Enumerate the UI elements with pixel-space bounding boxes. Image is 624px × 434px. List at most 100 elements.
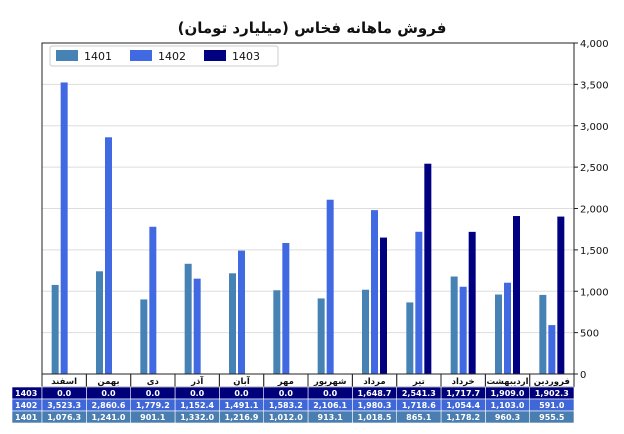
chart-title: فروش ماهانه فخاس (میلیارد تومان) [178, 19, 447, 37]
table-row-label: 1403 [15, 389, 37, 398]
bar-1402 [326, 199, 334, 374]
bar-1402 [504, 282, 511, 374]
data-label: 0.0 [57, 389, 72, 398]
bar-1402 [548, 325, 556, 374]
y-tick-label: 4,000 [580, 39, 609, 50]
data-label: 3,523.3 [47, 401, 81, 410]
data-label: 1,152.4 [180, 401, 214, 410]
x-tick-label: اردیبهشت [486, 377, 528, 387]
bar-1402 [193, 278, 201, 374]
bar-1402 [282, 242, 290, 374]
x-tick-label: مرداد [363, 377, 385, 387]
y-axis: 0 500 1,000 1,500 2,000 2,500 3,000 3,500 4,000 [574, 39, 609, 381]
data-label: 0.0 [279, 389, 294, 398]
data-label: 1,909.0 [491, 389, 525, 398]
x-tick-label: آبان [233, 375, 251, 387]
x-tick-label: آذر [190, 375, 204, 387]
y-tick-label: 3,000 [580, 122, 609, 133]
bar-1402 [149, 226, 157, 374]
data-label: 1,980.3 [358, 401, 392, 410]
data-label: 1,902.3 [535, 389, 569, 398]
data-label: 2,106.1 [313, 401, 347, 410]
bar-1401 [495, 294, 502, 374]
bar-1403 [424, 163, 432, 374]
data-label: 1,018.5 [358, 413, 392, 422]
y-tick-label: 500 [580, 329, 599, 340]
legend-label-1402: 1402 [158, 50, 186, 63]
x-tick-label: فروردین [534, 377, 570, 387]
bar-1401 [51, 284, 59, 374]
legend-swatch-1401 [56, 50, 78, 61]
data-label: 1,583.2 [269, 401, 303, 410]
data-label: 1,178.2 [446, 413, 480, 422]
legend: 1401 1402 1403 [49, 45, 279, 67]
data-label: 0.0 [323, 389, 338, 398]
x-tick-label: اسفند [51, 377, 77, 387]
bar-1402 [60, 82, 68, 374]
data-label: 1,012.0 [269, 413, 303, 422]
legend-label-1403: 1403 [232, 50, 260, 63]
y-tick-label: 0 [580, 370, 586, 381]
bar-1403 [380, 237, 387, 374]
bar-1402 [459, 286, 467, 374]
bar-1401 [406, 302, 414, 374]
x-tick-label: خرداد [452, 377, 475, 387]
data-label: 0.0 [101, 389, 116, 398]
data-label: 1,491.1 [225, 401, 259, 410]
data-label: 0.0 [234, 389, 249, 398]
bar-1402 [415, 231, 423, 374]
legend-swatch-1402 [130, 50, 152, 61]
y-tick-label: 1,000 [580, 287, 609, 298]
data-label: 0.0 [146, 389, 161, 398]
bar-1401 [229, 273, 236, 374]
bar-1401 [450, 276, 458, 374]
x-tick-label: شهریور [313, 377, 347, 387]
bar-1402 [105, 137, 112, 374]
data-label: 2,541.3 [402, 389, 436, 398]
y-tick-label: 3,500 [580, 80, 609, 91]
bar-1402 [238, 250, 245, 374]
y-tick-label: 1,500 [580, 246, 609, 257]
data-label: 1,648.7 [358, 389, 392, 398]
data-label: 0.0 [190, 389, 205, 398]
bar-1401 [140, 299, 148, 374]
x-tick-label: دی [147, 377, 160, 387]
x-tick-label: مهر [277, 377, 294, 387]
data-label: 1,779.2 [136, 401, 170, 410]
table-row-label: 1402 [15, 401, 37, 410]
table-row-label: 1401 [15, 413, 38, 422]
data-label: 913.1 [318, 413, 344, 422]
bar-1403 [557, 216, 565, 374]
bar-1401 [184, 263, 192, 374]
data-label: 2,860.6 [92, 401, 126, 410]
data-label: 591.0 [539, 401, 565, 410]
data-label: 1,103.0 [491, 401, 525, 410]
data-label: 1,717.7 [446, 389, 480, 398]
data-label: 1,054.4 [446, 401, 480, 410]
table-cell [41, 410, 87, 424]
data-table: فروردین اردیبهشت خرداد تیر مرداد شهریور مهر آبا… [11, 373, 575, 424]
y-tick-label: 2,500 [580, 163, 609, 174]
bar-1401 [96, 271, 103, 374]
bar-1402 [371, 210, 378, 374]
bar-1401 [273, 290, 281, 374]
bars [51, 82, 565, 374]
data-label: 865.1 [406, 413, 432, 422]
x-tick-label: تیر [412, 377, 425, 387]
y-tick-label: 2,000 [580, 205, 609, 216]
data-label: 1,241.0 [92, 413, 126, 422]
data-label: 1,216.9 [225, 413, 259, 422]
x-tick-label: بهمن [97, 377, 119, 387]
data-label: 1,718.6 [402, 401, 436, 410]
data-label: 960.3 [495, 413, 520, 422]
gridlines [42, 83, 574, 334]
data-label: 1,332.0 [180, 413, 214, 422]
bar-1403 [468, 231, 476, 374]
data-label: 901.1 [140, 413, 166, 422]
data-label: 1,076.3 [47, 413, 81, 422]
legend-label-1401: 1401 [84, 50, 112, 63]
bar-1403 [513, 216, 520, 374]
bar-1401 [539, 294, 547, 374]
bar-1401 [362, 289, 369, 374]
